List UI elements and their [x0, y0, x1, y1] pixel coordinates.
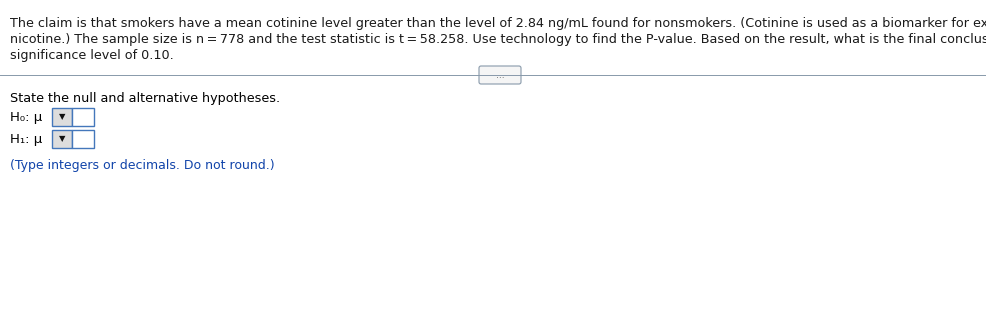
FancyBboxPatch shape [479, 66, 521, 84]
FancyBboxPatch shape [52, 108, 72, 126]
FancyBboxPatch shape [72, 130, 94, 148]
Text: H₀: μ: H₀: μ [10, 111, 42, 124]
Text: ▼: ▼ [59, 113, 65, 121]
Text: nicotine.) The sample size is n = 778 and the test statistic is t = 58.258. Use : nicotine.) The sample size is n = 778 an… [10, 33, 986, 46]
FancyBboxPatch shape [52, 130, 72, 148]
Text: The claim is that smokers have a mean cotinine level greater than the level of 2: The claim is that smokers have a mean co… [10, 17, 986, 30]
Text: State the null and alternative hypotheses.: State the null and alternative hypothese… [10, 92, 280, 105]
Text: H₁: μ: H₁: μ [10, 133, 42, 146]
Text: ▼: ▼ [59, 134, 65, 144]
Text: ...: ... [496, 70, 504, 80]
Text: significance level of 0.10.: significance level of 0.10. [10, 49, 174, 62]
FancyBboxPatch shape [72, 108, 94, 126]
Text: (Type integers or decimals. Do not round.): (Type integers or decimals. Do not round… [10, 159, 275, 172]
